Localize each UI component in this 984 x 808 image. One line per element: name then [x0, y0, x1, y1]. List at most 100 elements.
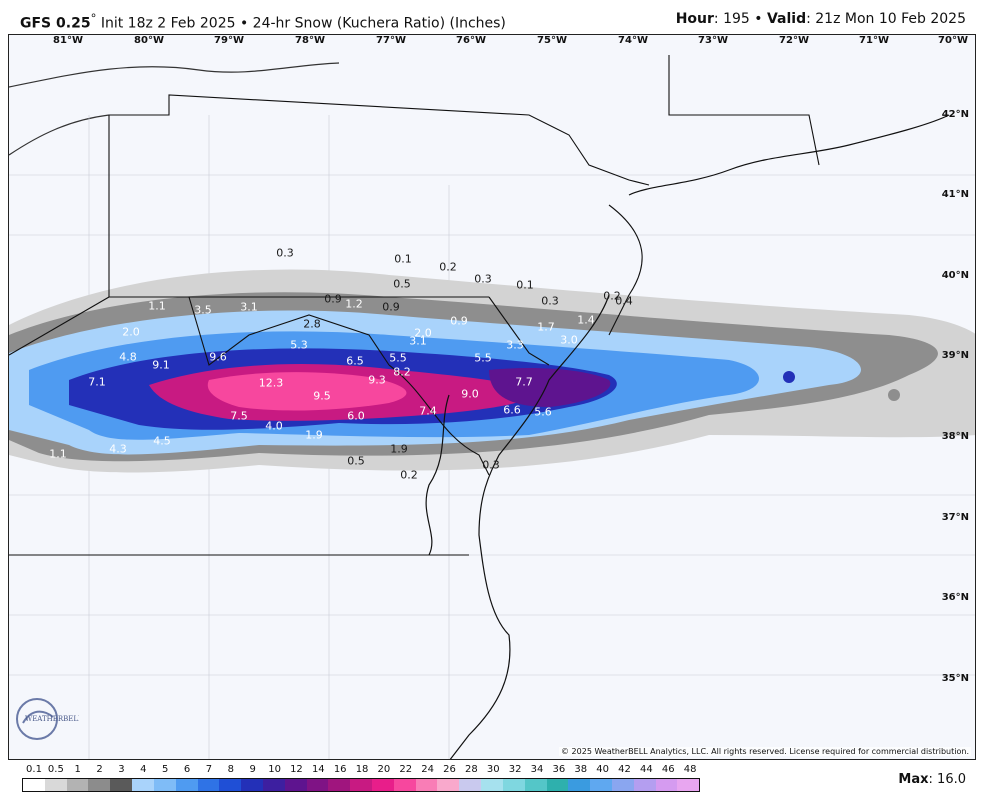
snow-total-label: 7.5: [230, 409, 248, 423]
latitude-label: 38°N: [941, 431, 969, 442]
snow-total-label: 1.4: [577, 313, 595, 327]
legend-tick-label: 28: [465, 764, 478, 775]
legend-tick-label: 3: [118, 764, 125, 775]
snow-spot: [888, 389, 900, 401]
legend-swatch: [306, 779, 329, 791]
legend-tick-label: 40: [596, 764, 610, 775]
snow-total-label: 3.3: [506, 338, 524, 352]
latitude-label: 41°N: [941, 189, 969, 200]
snow-spot: [783, 371, 795, 383]
legend-swatch: [393, 779, 416, 791]
legend-tick-label: 16: [333, 764, 347, 775]
legend-swatch: [415, 779, 438, 791]
snow-total-label: 0.4: [615, 294, 633, 308]
map-canvas: [9, 35, 975, 759]
latitude-label: 40°N: [941, 270, 969, 281]
snow-total-label: 0.3: [474, 272, 492, 286]
snow-total-label: 2.0: [122, 325, 140, 339]
latitude-label: 37°N: [941, 512, 969, 523]
legend-swatch: [590, 779, 612, 791]
latitude-label: 42°N: [941, 109, 969, 120]
snow-total-label: 2.8: [303, 317, 321, 331]
snow-total-label: 0.9: [324, 292, 342, 306]
legend-tick-label: 30: [486, 764, 500, 775]
snow-total-label: 4.8: [119, 350, 137, 364]
snow-total-label: 0.5: [347, 454, 365, 468]
snow-total-label: 0.3: [276, 246, 294, 260]
snow-total-label: 9.3: [368, 373, 386, 387]
snow-total-label: 5.5: [474, 351, 492, 365]
max-label: Max: [898, 772, 929, 787]
longitude-label: 76°W: [456, 35, 486, 46]
snow-total-label: 3.1: [409, 334, 427, 348]
snow-total-label: 3.5: [194, 303, 212, 317]
legend-swatch: [481, 779, 503, 791]
legend-tick-label: 12: [290, 764, 303, 775]
legend-swatch: [23, 779, 45, 791]
snow-total-label: 1.1: [148, 299, 166, 313]
longitude-label: 75°W: [537, 35, 567, 46]
latitude-label: 39°N: [941, 350, 969, 361]
max-value: Max: 16.0: [898, 772, 966, 787]
snow-total-label: 5.3: [290, 338, 308, 352]
snow-total-label: 0.3: [482, 458, 500, 472]
legend-tick-label: 44: [640, 764, 653, 775]
model-name: GFS 0.25: [20, 15, 91, 32]
legend-tick-label: 48: [683, 764, 697, 775]
longitude-label: 81°W: [53, 35, 83, 46]
valid-time: Hour: 195 • Valid: 21z Mon 10 Feb 2025: [676, 11, 966, 27]
latitude-label: 36°N: [941, 592, 969, 603]
snow-total-label: 0.3: [541, 294, 559, 308]
shade-pink: [207, 372, 407, 411]
legend-tick-label: 26: [443, 764, 456, 775]
legend-swatch: [110, 779, 133, 791]
shade-purple: [489, 368, 611, 407]
legend-tick-label: 7: [205, 764, 213, 775]
legend-tick-label: 9: [249, 764, 256, 775]
legend-swatch: [66, 779, 89, 791]
snow-total-label: 1.9: [305, 428, 323, 442]
logo-text: WEATHERBELL: [25, 715, 79, 723]
snowfall-map[interactable]: 81°W 80°W 79°W 78°W 77°W 76°W 75°W 74°W …: [8, 34, 976, 760]
copyright-notice: © 2025 WeatherBELL Analytics, LLC. All r…: [559, 747, 971, 756]
legend-swatch: [284, 779, 307, 791]
snow-total-label: 6.6: [503, 403, 521, 417]
legend-tick-label: 18: [355, 764, 369, 775]
state-borders: [9, 55, 820, 556]
legend-tick-label: 32: [508, 764, 522, 775]
legend-tick-label: 38: [574, 764, 588, 775]
legend-swatch: [372, 779, 394, 791]
legend-swatch: [437, 779, 460, 791]
hour-label: Hour: [675, 11, 714, 27]
legend-swatch: [350, 779, 372, 791]
legend-swatch: [197, 779, 220, 791]
snow-total-label: 3.1: [240, 300, 258, 314]
latitude-label: 35°N: [941, 673, 969, 684]
max-number: : 16.0: [928, 772, 966, 787]
legend-tick-label: 4: [140, 764, 147, 775]
legend-tick-label: 22: [399, 764, 413, 775]
snow-total-label: 2.0: [414, 326, 432, 340]
legend-swatch: [524, 779, 547, 791]
legend-swatch: [44, 779, 67, 791]
snow-total-label: 12.3: [258, 376, 284, 390]
hour-value: : 195 •: [713, 11, 767, 27]
legend-swatch: [568, 779, 591, 791]
snow-total-label: 0.1: [394, 252, 412, 266]
legend-color-bar: [22, 778, 700, 792]
legend-swatch: [546, 779, 569, 791]
longitude-label: 79°W: [214, 35, 244, 46]
snow-total-label: 0.9: [382, 300, 400, 314]
snow-total-label: 1.9: [390, 442, 408, 456]
longitude-label: 72°W: [779, 35, 809, 46]
legend-tick-label: 8: [227, 764, 235, 775]
header: GFS 0.25° Init 18z 2 Feb 2025 • 24-hr Sn…: [0, 0, 984, 34]
legend-tick-label: 24: [421, 764, 435, 775]
legend-tick-label: 0.5: [47, 764, 64, 775]
snow-total-label: 9.0: [461, 387, 479, 401]
snow-total-label: 0.2: [603, 289, 621, 303]
longitude-label: 77°W: [376, 35, 406, 46]
legend-swatch: [175, 779, 198, 791]
snow-total-label: 1.2: [345, 297, 363, 311]
snow-total-label: 5.6: [534, 405, 552, 419]
